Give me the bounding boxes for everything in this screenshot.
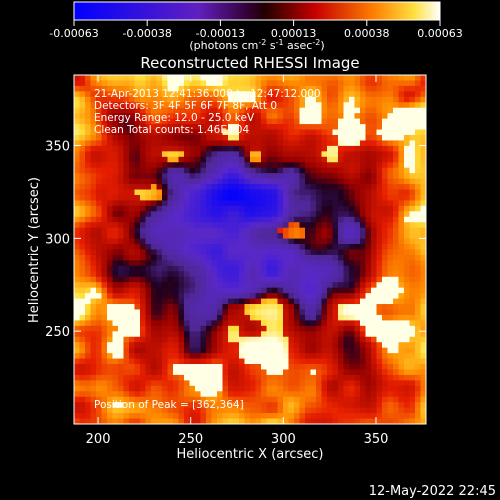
colorbar-ticks [73, 20, 441, 26]
x-axis-ticks: 200 250 300 350 [86, 75, 389, 447]
colorbar-tick-label: -0.00013 [196, 27, 245, 40]
chart-title: Reconstructed RHESSI Image [140, 54, 359, 72]
colorbar-tick-label: 0.00063 [417, 27, 463, 40]
x-axis-label: Heliocentric X (arcsec) [177, 447, 324, 462]
colorbar-tick-label: -0.00038 [122, 27, 171, 40]
annotation-energy: Energy Range: 12.0 - 25.0 keV [94, 112, 255, 124]
y-axis-ticks: 250 300 350 [45, 140, 426, 340]
plot-frame [73, 74, 427, 425]
x-tick-label: 200 [86, 432, 111, 447]
colorbar-tick-labels: -0.00063 -0.00038 -0.00013 0.00013 0.00038 0.… [49, 27, 462, 40]
colorbar [73, 1, 441, 21]
footer-date: 12-May-2022 22:45 [369, 484, 496, 499]
colorbar-tick-label: 0.00013 [271, 27, 317, 40]
colorbar-tick-label: -0.00063 [49, 27, 98, 40]
colorbar-tick-label: 0.00038 [344, 27, 390, 40]
x-tick-label: 250 [178, 432, 203, 447]
annotation-time-range: 21-Apr-2013 12:41:36.000 to 12:47:12.000 [94, 88, 321, 100]
x-tick-label: 300 [271, 432, 296, 447]
y-tick-label: 300 [45, 232, 70, 247]
annotation-detectors: Detectors: 3F 4F 5F 6F 7F 8F, Att 0 [94, 100, 277, 112]
y-tick-label: 250 [45, 325, 70, 340]
y-tick-label: 350 [45, 140, 70, 155]
x-tick-label: 350 [364, 432, 389, 447]
annotation-peak: Position of Peak = [362,364] [94, 399, 244, 411]
heatmap-image [74, 75, 426, 424]
y-axis-label: Heliocentric Y (arcsec) [27, 177, 42, 323]
annotation-clean: Clean Total counts: 1.46E+04 [94, 124, 249, 136]
colorbar-units: (photons cm-2 s-1 asec-2) [189, 38, 324, 52]
